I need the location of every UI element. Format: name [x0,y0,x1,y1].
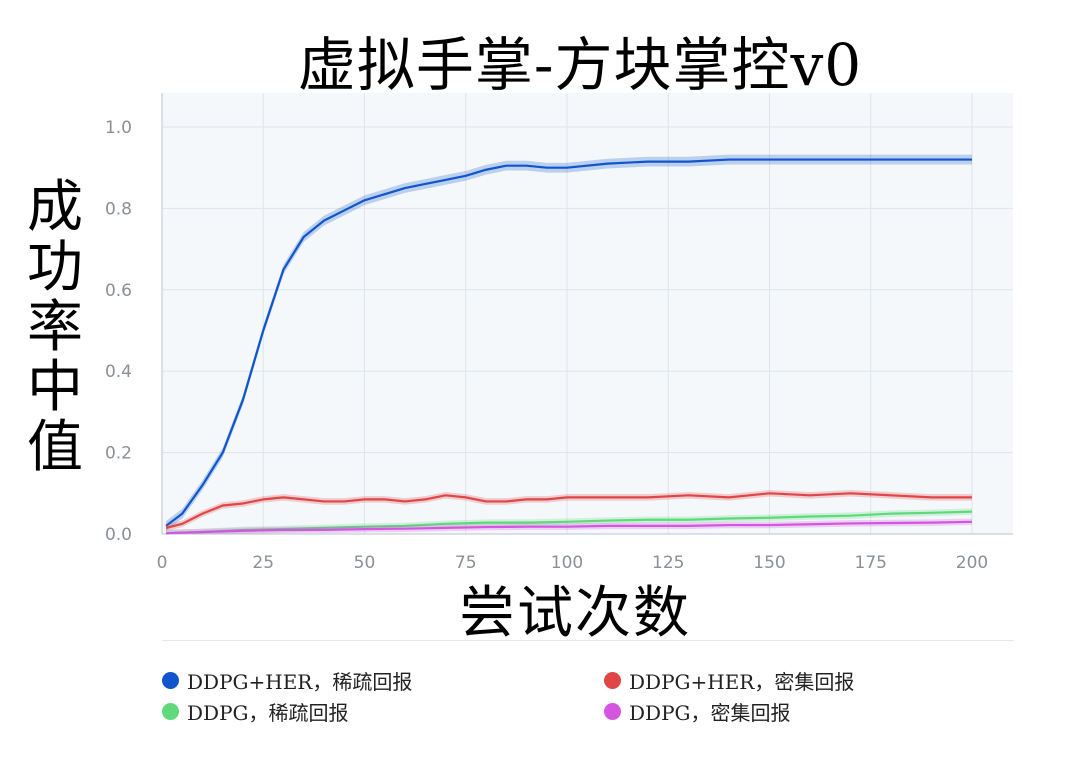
x-tick-label: 25 [252,553,274,573]
x-tick-label: 100 [551,553,583,573]
legend-marker [604,703,621,720]
chart-title: 虚拟手掌-方块掌控v0 [297,31,863,99]
series-line [166,510,973,535]
y-tick-label: 0.0 [105,525,132,545]
legend-item-her-sparse[interactable]: DDPG+HER，稀疏回报 [162,666,412,695]
y-tick-label: 0.4 [105,362,132,382]
series-line [165,158,972,527]
y-tick-label: 0.6 [105,281,132,301]
legend-label: DDPG+HER，稀疏回报 [187,670,413,694]
legend-label: DDPG+HER，密集回报 [629,670,855,694]
legend-label: DDPG，稀疏回报 [187,701,349,725]
legend-marker [162,703,179,720]
x-tick-label: 175 [855,553,887,573]
x-tick-label: 75 [455,553,477,573]
legend-item-ddpg-dense[interactable]: DDPG，密集回报 [604,697,791,726]
legend-marker [162,672,179,689]
x-tick-label: 50 [354,553,376,573]
x-tick-label: 125 [652,553,684,573]
plot-area: 0 25 50 75 100 125 150 175 200 0.0 0.2 0.4 0.6 0.8 1.0 [105,93,1013,573]
legend-item-her-dense[interactable]: DDPG+HER，密集回报 [604,666,854,695]
y-axis-label: 成功率中值 [27,175,83,480]
series-line [165,492,972,529]
y-tick-label: 1.0 [105,118,132,138]
x-axis-label: 尝试次数 [459,581,691,646]
series-line [166,520,973,535]
legend-label: DDPG，密集回报 [629,701,791,725]
legend-divider [162,640,1014,641]
x-tick-label: 200 [956,553,988,573]
x-tick-label: 0 [157,553,168,573]
x-tick-label: 150 [753,553,785,573]
legend-item-ddpg-sparse[interactable]: DDPG，稀疏回报 [162,697,349,726]
y-tick-label: 0.8 [105,199,132,219]
legend-marker [604,672,621,689]
y-tick-label: 0.2 [105,444,132,464]
